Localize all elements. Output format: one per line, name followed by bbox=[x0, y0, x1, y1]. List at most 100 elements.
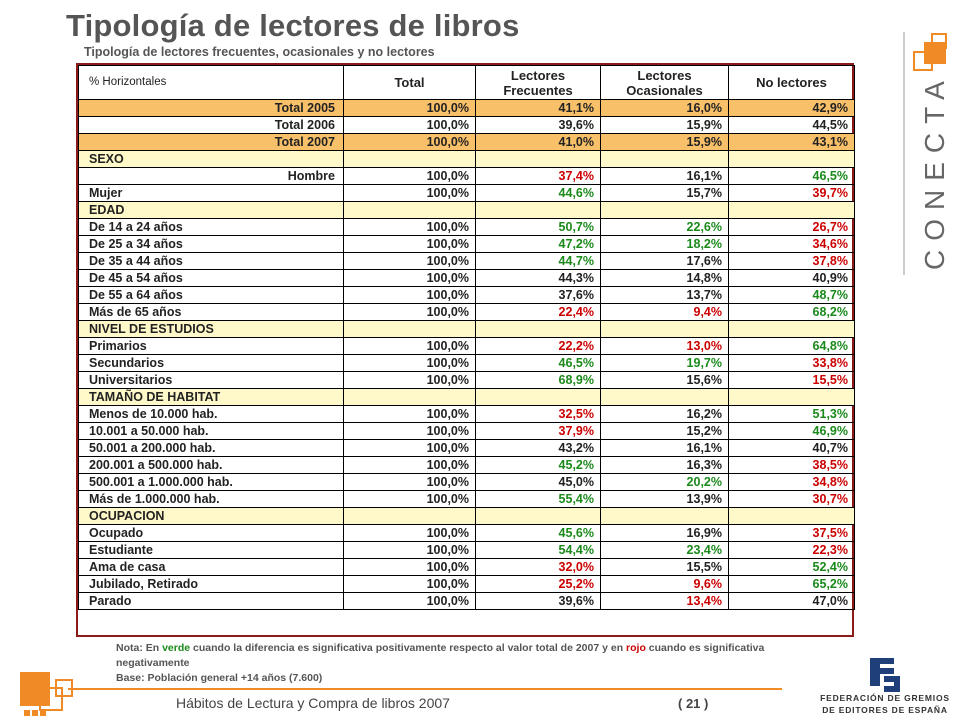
row-value-total: 100,0% bbox=[343, 269, 476, 287]
row-value-ocasionales: 13,4% bbox=[600, 592, 729, 610]
row-value-total: 100,0% bbox=[343, 252, 476, 270]
row-value-frecuentes: 22,4% bbox=[475, 303, 601, 321]
row-value-frecuentes: 68,9% bbox=[475, 371, 601, 389]
row-value-ocasionales: 23,4% bbox=[600, 541, 729, 559]
row-label: Más de 65 años bbox=[78, 303, 344, 321]
row-value-frecuentes bbox=[475, 150, 601, 168]
row-value-frecuentes: 45,6% bbox=[475, 524, 601, 542]
row-value-no-lectores: 40,9% bbox=[728, 269, 855, 287]
row-label: Estudiante bbox=[78, 541, 344, 559]
header-frecuentes: Lectores Frecuentes bbox=[475, 65, 601, 100]
row-value-no-lectores bbox=[728, 507, 855, 525]
row-value-no-lectores: 65,2% bbox=[728, 575, 855, 593]
row-value-no-lectores: 15,5% bbox=[728, 371, 855, 389]
row-value-total: 100,0% bbox=[343, 303, 476, 321]
table-row: Más de 65 años 100,0% 22,4% 9,4% 68,2% bbox=[78, 303, 855, 321]
table-row: Universitarios 100,0% 68,9% 15,6% 15,5% bbox=[78, 371, 855, 389]
row-value-frecuentes bbox=[475, 320, 601, 338]
row-label: De 25 a 34 años bbox=[78, 235, 344, 253]
table-row: De 55 a 64 años 100,0% 37,6% 13,7% 48,7% bbox=[78, 286, 855, 304]
row-value-ocasionales: 15,6% bbox=[600, 371, 729, 389]
row-value-ocasionales: 17,6% bbox=[600, 252, 729, 270]
header-ocasionales: Lectores Ocasionales bbox=[600, 65, 729, 100]
row-value-total: 100,0% bbox=[343, 473, 476, 491]
row-value-total: 100,0% bbox=[343, 167, 476, 185]
row-value-frecuentes: 45,2% bbox=[475, 456, 601, 474]
row-value-frecuentes: 39,6% bbox=[475, 592, 601, 610]
row-value-ocasionales: 18,2% bbox=[600, 235, 729, 253]
row-value-ocasionales: 15,9% bbox=[600, 133, 729, 151]
note-red-word: rojo bbox=[626, 642, 646, 654]
row-label: Total 2007 bbox=[78, 133, 344, 151]
federacion-text: FEDERACIÓN DE GREMIOS DE EDITORES DE ESP… bbox=[820, 692, 950, 716]
row-value-total: 100,0% bbox=[343, 422, 476, 440]
row-value-ocasionales: 14,8% bbox=[600, 269, 729, 287]
row-label: TAMAÑO DE HABITAT bbox=[78, 388, 344, 406]
row-value-total: 100,0% bbox=[343, 490, 476, 508]
row-value-total bbox=[343, 320, 476, 338]
row-value-frecuentes: 37,6% bbox=[475, 286, 601, 304]
row-value-no-lectores: 52,4% bbox=[728, 558, 855, 576]
row-value-total: 100,0% bbox=[343, 592, 476, 610]
row-value-no-lectores: 38,5% bbox=[728, 456, 855, 474]
row-value-total bbox=[343, 507, 476, 525]
row-value-no-lectores: 43,1% bbox=[728, 133, 855, 151]
row-value-total: 100,0% bbox=[343, 371, 476, 389]
row-label: Ama de casa bbox=[78, 558, 344, 576]
table-row: De 14 a 24 años 100,0% 50,7% 22,6% 26,7% bbox=[78, 218, 855, 236]
page-subtitle: Tipología de lectores frecuentes, ocasio… bbox=[84, 45, 435, 59]
row-value-frecuentes: 25,2% bbox=[475, 575, 601, 593]
readers-typology-table: % Horizontales Total Lectores Frecuentes… bbox=[78, 65, 855, 610]
row-label: Primarios bbox=[78, 337, 344, 355]
row-value-ocasionales: 13,7% bbox=[600, 286, 729, 304]
row-value-ocasionales bbox=[600, 150, 729, 168]
note-middle: cuando la diferencia es significativa po… bbox=[190, 642, 627, 654]
row-value-frecuentes: 37,9% bbox=[475, 422, 601, 440]
row-value-frecuentes: 47,2% bbox=[475, 235, 601, 253]
table-row: Hombre 100,0% 37,4% 16,1% 46,5% bbox=[78, 167, 855, 185]
table-row: Mujer 100,0% 44,6% 15,7% 39,7% bbox=[78, 184, 855, 202]
row-value-frecuentes: 41,1% bbox=[475, 99, 601, 117]
row-value-no-lectores: 33,8% bbox=[728, 354, 855, 372]
table-body: Total 2005 100,0% 41,1% 16,0% 42,9% Total 200… bbox=[78, 99, 855, 610]
row-label: Parado bbox=[78, 592, 344, 610]
row-value-ocasionales bbox=[600, 201, 729, 219]
row-value-no-lectores: 30,7% bbox=[728, 490, 855, 508]
row-label: De 14 a 24 años bbox=[78, 218, 344, 236]
row-value-frecuentes: 45,0% bbox=[475, 473, 601, 491]
table-row: Secundarios 100,0% 46,5% 19,7% 33,8% bbox=[78, 354, 855, 372]
row-value-frecuentes: 37,4% bbox=[475, 167, 601, 185]
row-value-frecuentes: 32,5% bbox=[475, 405, 601, 423]
table-row: Más de 1.000.000 hab. 100,0% 55,4% 13,9% 30,… bbox=[78, 490, 855, 508]
row-label: Menos de 10.000 hab. bbox=[78, 405, 344, 423]
table-row: Total 2007 100,0% 41,0% 15,9% 43,1% bbox=[78, 133, 855, 151]
row-value-ocasionales: 19,7% bbox=[600, 354, 729, 372]
row-value-ocasionales: 13,9% bbox=[600, 490, 729, 508]
table-header-row: % Horizontales Total Lectores Frecuentes… bbox=[78, 65, 855, 100]
row-value-no-lectores: 34,6% bbox=[728, 235, 855, 253]
row-label: Ocupado bbox=[78, 524, 344, 542]
row-value-ocasionales: 9,4% bbox=[600, 303, 729, 321]
row-value-ocasionales: 16,0% bbox=[600, 99, 729, 117]
table-section-row: NIVEL DE ESTUDIOS bbox=[78, 320, 855, 338]
row-value-ocasionales: 20,2% bbox=[600, 473, 729, 491]
row-value-total: 100,0% bbox=[343, 439, 476, 457]
row-value-frecuentes: 44,7% bbox=[475, 252, 601, 270]
row-value-ocasionales: 15,2% bbox=[600, 422, 729, 440]
table-section-row: SEXO bbox=[78, 150, 855, 168]
row-value-frecuentes: 50,7% bbox=[475, 218, 601, 236]
row-value-ocasionales: 16,9% bbox=[600, 524, 729, 542]
row-value-ocasionales: 15,7% bbox=[600, 184, 729, 202]
row-value-no-lectores: 51,3% bbox=[728, 405, 855, 423]
row-value-no-lectores bbox=[728, 388, 855, 406]
table-row: Total 2005 100,0% 41,1% 16,0% 42,9% bbox=[78, 99, 855, 117]
row-value-no-lectores: 37,5% bbox=[728, 524, 855, 542]
row-value-no-lectores bbox=[728, 320, 855, 338]
row-value-frecuentes: 46,5% bbox=[475, 354, 601, 372]
table-row: Ama de casa 100,0% 32,0% 15,5% 52,4% bbox=[78, 558, 855, 576]
table-section-row: OCUPACION bbox=[78, 507, 855, 525]
row-label: NIVEL DE ESTUDIOS bbox=[78, 320, 344, 338]
table-row: Ocupado 100,0% 45,6% 16,9% 37,5% bbox=[78, 524, 855, 542]
row-label: Universitarios bbox=[78, 371, 344, 389]
table-row: De 35 a 44 años 100,0% 44,7% 17,6% 37,8% bbox=[78, 252, 855, 270]
